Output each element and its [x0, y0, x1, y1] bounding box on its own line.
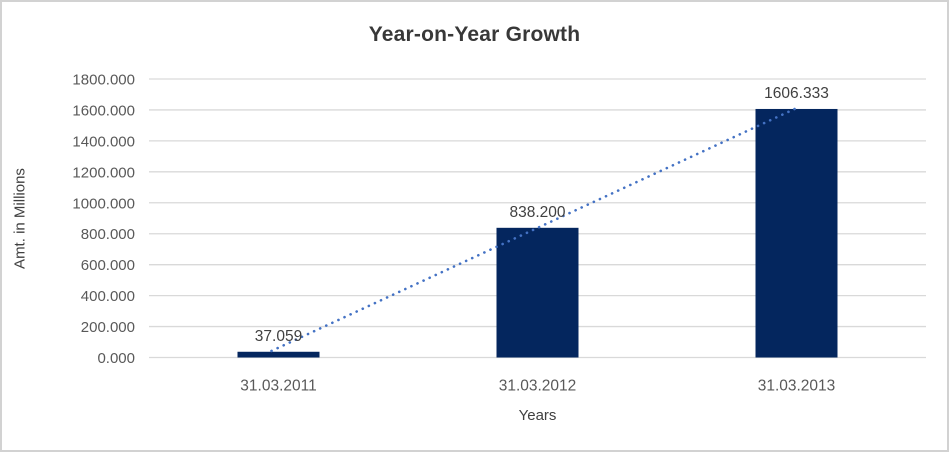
trendline [270, 106, 798, 353]
y-tick-label: 1200.000 [72, 164, 135, 181]
chart-title: Year-on-Year Growth [368, 23, 581, 46]
y-tick-label: 1400.000 [72, 133, 135, 150]
bar-data-label: 37.059 [255, 328, 302, 345]
bar [755, 108, 838, 358]
y-tick-label: 0.000 [97, 350, 135, 367]
x-category-label: 31.03.2012 [499, 378, 577, 395]
y-tick-label: 800.000 [81, 226, 135, 243]
y-tick-label: 200.000 [81, 319, 135, 336]
bar-data-label: 1606.333 [764, 85, 829, 102]
x-category-label: 31.03.2013 [758, 378, 836, 395]
bar [237, 351, 320, 358]
y-tick-label: 1800.000 [72, 72, 135, 89]
bar-data-label: 838.200 [509, 204, 565, 221]
y-tick-label: 400.000 [81, 288, 135, 305]
y-tick-label: 1000.000 [72, 195, 135, 212]
x-category-label: 31.03.2011 [240, 378, 316, 395]
x-axis-title: Years [518, 407, 557, 424]
y-tick-label: 1600.000 [72, 102, 135, 119]
bar [496, 227, 579, 358]
y-tick-label: 600.000 [81, 257, 135, 274]
